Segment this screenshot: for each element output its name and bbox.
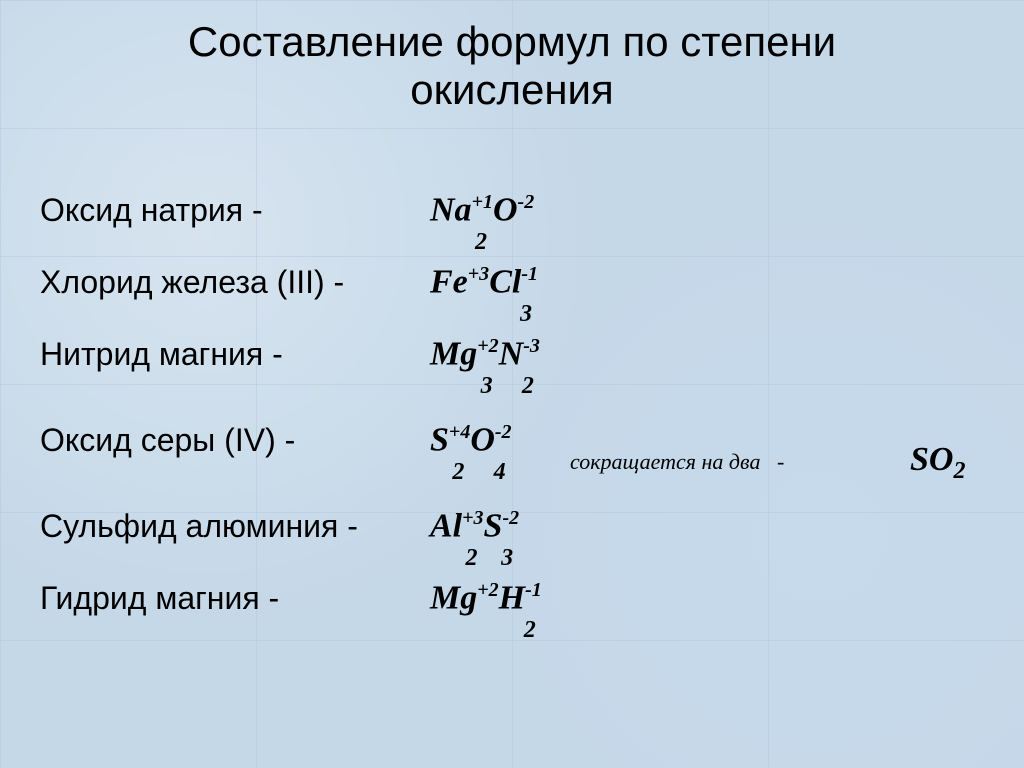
row-iron-chloride: Хлорид железа (III) - Fe+3Cl-13: [40, 247, 1024, 319]
el1: Mg: [430, 336, 477, 373]
formula-magnesium-hydride: Mg+2H-12: [430, 579, 542, 617]
ox1: +3: [468, 263, 489, 285]
formula-iron-chloride: Fe+3Cl-13: [430, 263, 538, 301]
formula-reduced-so2: SO2: [910, 441, 965, 485]
formula-sulfur-oxide: S+42O-24: [430, 421, 512, 459]
label-sodium-oxide: Оксид натрия -: [40, 192, 430, 229]
ox2: -1: [521, 263, 538, 285]
el1: S: [430, 422, 449, 459]
reduced-el: SO: [910, 441, 953, 478]
row-aluminium-sulfide: Сульфид алюминия - Al+32S-23: [40, 491, 1024, 563]
ox2: -2: [518, 191, 535, 213]
el2: Cl: [489, 264, 521, 301]
label-aluminium-sulfide: Сульфид алюминия -: [40, 508, 430, 545]
ox1: +2: [477, 579, 498, 601]
formula-aluminium-sulfide: Al+32S-23: [430, 507, 519, 545]
ox1: +2: [477, 335, 498, 357]
el1: Fe: [430, 264, 468, 301]
ox1: +3: [462, 507, 483, 529]
note-dash: -: [777, 449, 784, 474]
reduced-sub: 2: [953, 457, 965, 483]
ox1: +1: [472, 191, 493, 213]
row-sulfur-oxide: Оксид серы (IV) - S+42O-24 сокращается н…: [40, 391, 1024, 491]
note-text: сокращается на два: [570, 449, 760, 474]
row-magnesium-hydride: Гидрид магния - Mg+2H-12: [40, 563, 1024, 635]
el2: O: [470, 422, 495, 459]
el2: O: [493, 192, 518, 229]
ox2: -1: [525, 579, 542, 601]
el1: Mg: [430, 580, 477, 617]
reduction-note: сокращается на два -: [570, 449, 784, 475]
sub2: 4: [494, 459, 506, 486]
formula-magnesium-nitride: Mg+23N-32: [430, 335, 540, 373]
formula-sodium-oxide: Na+12O-2: [430, 191, 534, 229]
title-line-2: окисления: [410, 66, 613, 113]
ox2: -2: [495, 421, 512, 443]
label-magnesium-nitride: Нитрид магния -: [40, 336, 430, 373]
ox2: -3: [523, 335, 540, 357]
title-line-1: Составление формул по степени: [188, 18, 836, 65]
el2: S: [484, 508, 503, 545]
row-magnesium-nitride: Нитрид магния - Mg+23N-32: [40, 319, 1024, 391]
label-magnesium-hydride: Гидрид магния -: [40, 580, 430, 617]
sub1: 2: [452, 459, 464, 486]
el1: Na: [430, 192, 472, 229]
sub2: 2: [524, 617, 536, 644]
ox1: +4: [449, 421, 470, 443]
el2: N: [499, 336, 524, 373]
row-sodium-oxide: Оксид натрия - Na+12O-2: [40, 175, 1024, 247]
label-sulfur-oxide: Оксид серы (IV) -: [40, 422, 430, 459]
page-title: Составление формул по степени окисления: [0, 0, 1024, 115]
el1: Al: [430, 508, 462, 545]
label-iron-chloride: Хлорид железа (III) -: [40, 264, 430, 301]
content-area: Оксид натрия - Na+12O-2 Хлорид железа (I…: [0, 175, 1024, 635]
el2: H: [499, 580, 525, 617]
ox2: -2: [502, 507, 519, 529]
